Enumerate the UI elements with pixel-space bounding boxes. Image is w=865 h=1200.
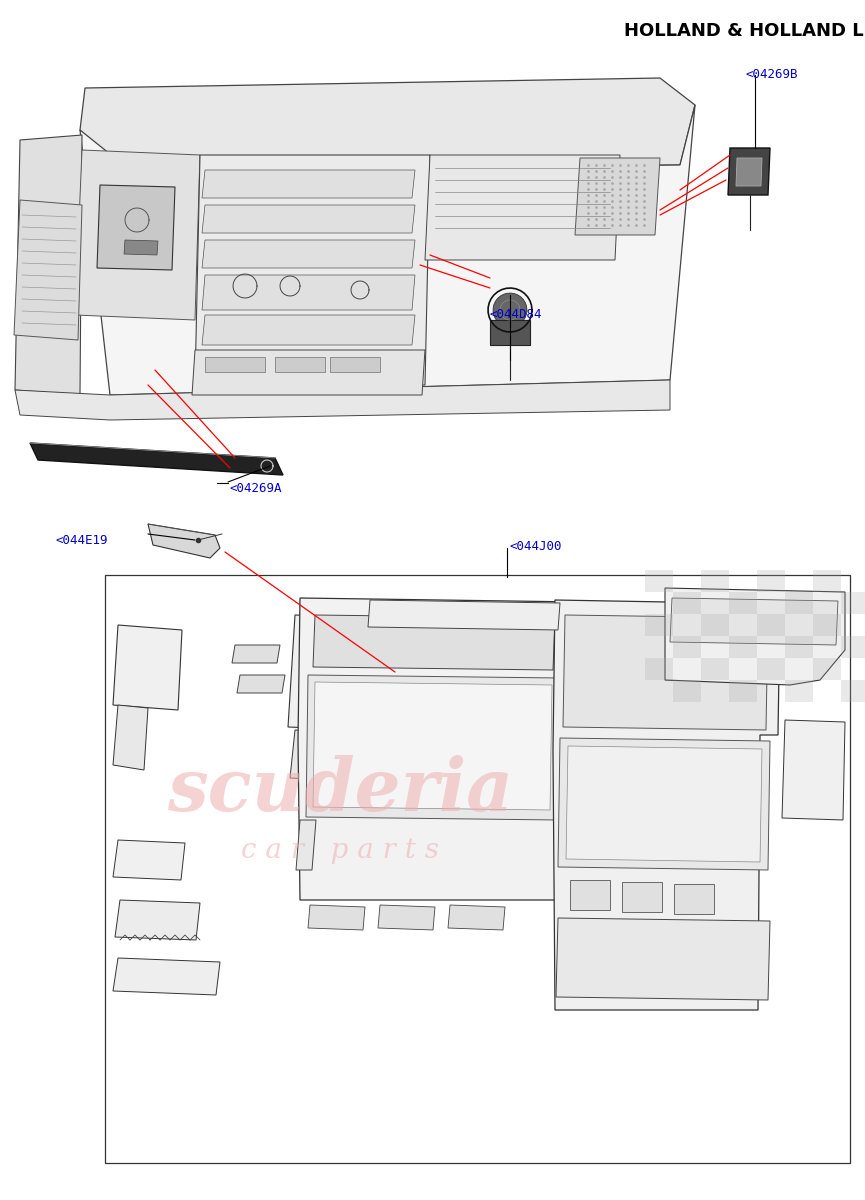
Polygon shape	[202, 170, 415, 198]
Polygon shape	[195, 155, 430, 385]
Polygon shape	[75, 150, 200, 320]
Polygon shape	[558, 738, 770, 870]
Bar	[701, 658, 729, 680]
Polygon shape	[782, 720, 845, 820]
Text: scuderia: scuderia	[167, 755, 513, 826]
Bar	[701, 614, 729, 636]
Polygon shape	[113, 625, 182, 710]
Polygon shape	[15, 134, 82, 395]
Polygon shape	[80, 104, 695, 395]
Polygon shape	[490, 320, 530, 346]
Polygon shape	[80, 78, 695, 170]
Bar	[813, 570, 841, 592]
Polygon shape	[202, 275, 415, 310]
Polygon shape	[275, 358, 325, 372]
Polygon shape	[113, 704, 148, 770]
Polygon shape	[148, 524, 220, 558]
Polygon shape	[202, 205, 415, 233]
Polygon shape	[202, 240, 415, 268]
Polygon shape	[30, 443, 283, 475]
Bar	[785, 680, 813, 702]
Polygon shape	[566, 746, 762, 862]
Bar	[785, 636, 813, 658]
Bar	[673, 592, 701, 614]
Bar	[757, 658, 785, 680]
Polygon shape	[670, 598, 838, 646]
Bar	[645, 614, 673, 636]
Text: c a r   p a r t s: c a r p a r t s	[241, 836, 439, 864]
Polygon shape	[288, 614, 370, 730]
Polygon shape	[330, 358, 380, 372]
Polygon shape	[313, 682, 552, 810]
Bar	[813, 658, 841, 680]
Polygon shape	[575, 158, 660, 235]
Polygon shape	[622, 882, 662, 912]
Polygon shape	[553, 600, 780, 1010]
Bar	[645, 570, 673, 592]
Polygon shape	[115, 900, 200, 940]
Polygon shape	[674, 884, 714, 914]
Polygon shape	[736, 158, 762, 186]
Text: <044J00: <044J00	[510, 540, 562, 553]
Polygon shape	[192, 350, 425, 395]
Polygon shape	[113, 958, 220, 995]
Polygon shape	[448, 905, 505, 930]
Polygon shape	[308, 905, 365, 930]
Polygon shape	[296, 820, 316, 870]
Bar	[757, 614, 785, 636]
Polygon shape	[313, 614, 555, 670]
Bar	[841, 592, 865, 614]
Polygon shape	[113, 840, 185, 880]
Bar	[841, 680, 865, 702]
Bar	[729, 680, 757, 702]
Bar	[729, 636, 757, 658]
Bar	[673, 636, 701, 658]
Bar	[729, 592, 757, 614]
Polygon shape	[563, 614, 768, 730]
Bar	[673, 680, 701, 702]
Polygon shape	[14, 200, 82, 340]
Text: <044D84: <044D84	[490, 308, 542, 320]
Bar	[785, 592, 813, 614]
Polygon shape	[237, 674, 285, 692]
Polygon shape	[570, 880, 610, 910]
Polygon shape	[728, 148, 770, 194]
Text: <04269A: <04269A	[230, 482, 283, 494]
Text: HOLLAND & HOLLAND LE: HOLLAND & HOLLAND LE	[624, 22, 865, 40]
Polygon shape	[425, 155, 620, 260]
Polygon shape	[124, 240, 158, 254]
Polygon shape	[205, 358, 265, 372]
Polygon shape	[306, 674, 560, 820]
Text: <04269B: <04269B	[745, 68, 798, 80]
Polygon shape	[368, 600, 560, 630]
Bar	[813, 614, 841, 636]
Polygon shape	[378, 905, 435, 930]
Polygon shape	[232, 646, 280, 662]
Bar	[701, 570, 729, 592]
Polygon shape	[665, 588, 845, 685]
Polygon shape	[298, 598, 580, 900]
Polygon shape	[493, 293, 527, 326]
Polygon shape	[97, 185, 175, 270]
Polygon shape	[202, 314, 415, 346]
Bar	[105, 575, 850, 1163]
Text: <044E19: <044E19	[55, 534, 107, 547]
Bar	[645, 658, 673, 680]
Polygon shape	[556, 918, 770, 1000]
Bar	[841, 636, 865, 658]
Polygon shape	[290, 730, 330, 780]
Bar	[757, 570, 785, 592]
Polygon shape	[15, 380, 670, 420]
